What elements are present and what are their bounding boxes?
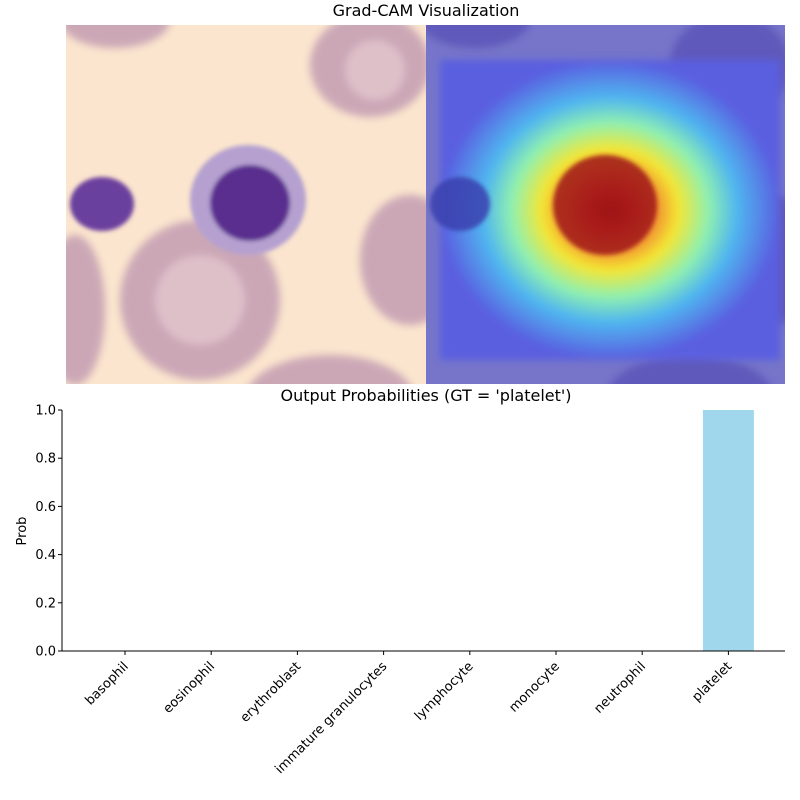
x-tick-label: eosinophil — [161, 659, 218, 716]
x-tick-label: basophil — [83, 659, 132, 708]
y-axis-label: Prob — [15, 517, 30, 546]
bar-platelet — [702, 410, 754, 651]
x-tick-label: platelet — [690, 659, 736, 705]
gradcam-title: Grad-CAM Visualization — [332, 1, 520, 20]
x-tick-label: immature granulocytes — [273, 659, 391, 777]
y-tick-label: 0.0 — [35, 645, 56, 660]
original-image — [66, 25, 426, 384]
y-tick-label: 0.2 — [35, 596, 56, 611]
x-tick-label: neutrophil — [592, 659, 649, 716]
x-tick-label: lymphocyte — [412, 659, 477, 724]
chart-title: Output Probabilities (GT = 'platelet') — [280, 386, 572, 405]
x-tick-label: erythroblast — [238, 659, 305, 726]
x-tick-label: monocyte — [506, 659, 562, 715]
y-tick-label: 0.4 — [35, 548, 56, 563]
y-tick-label: 0.6 — [35, 500, 56, 515]
gradcam-images — [66, 25, 785, 384]
y-tick-label: 0.8 — [35, 452, 56, 467]
gradcam-overlay — [426, 25, 785, 384]
